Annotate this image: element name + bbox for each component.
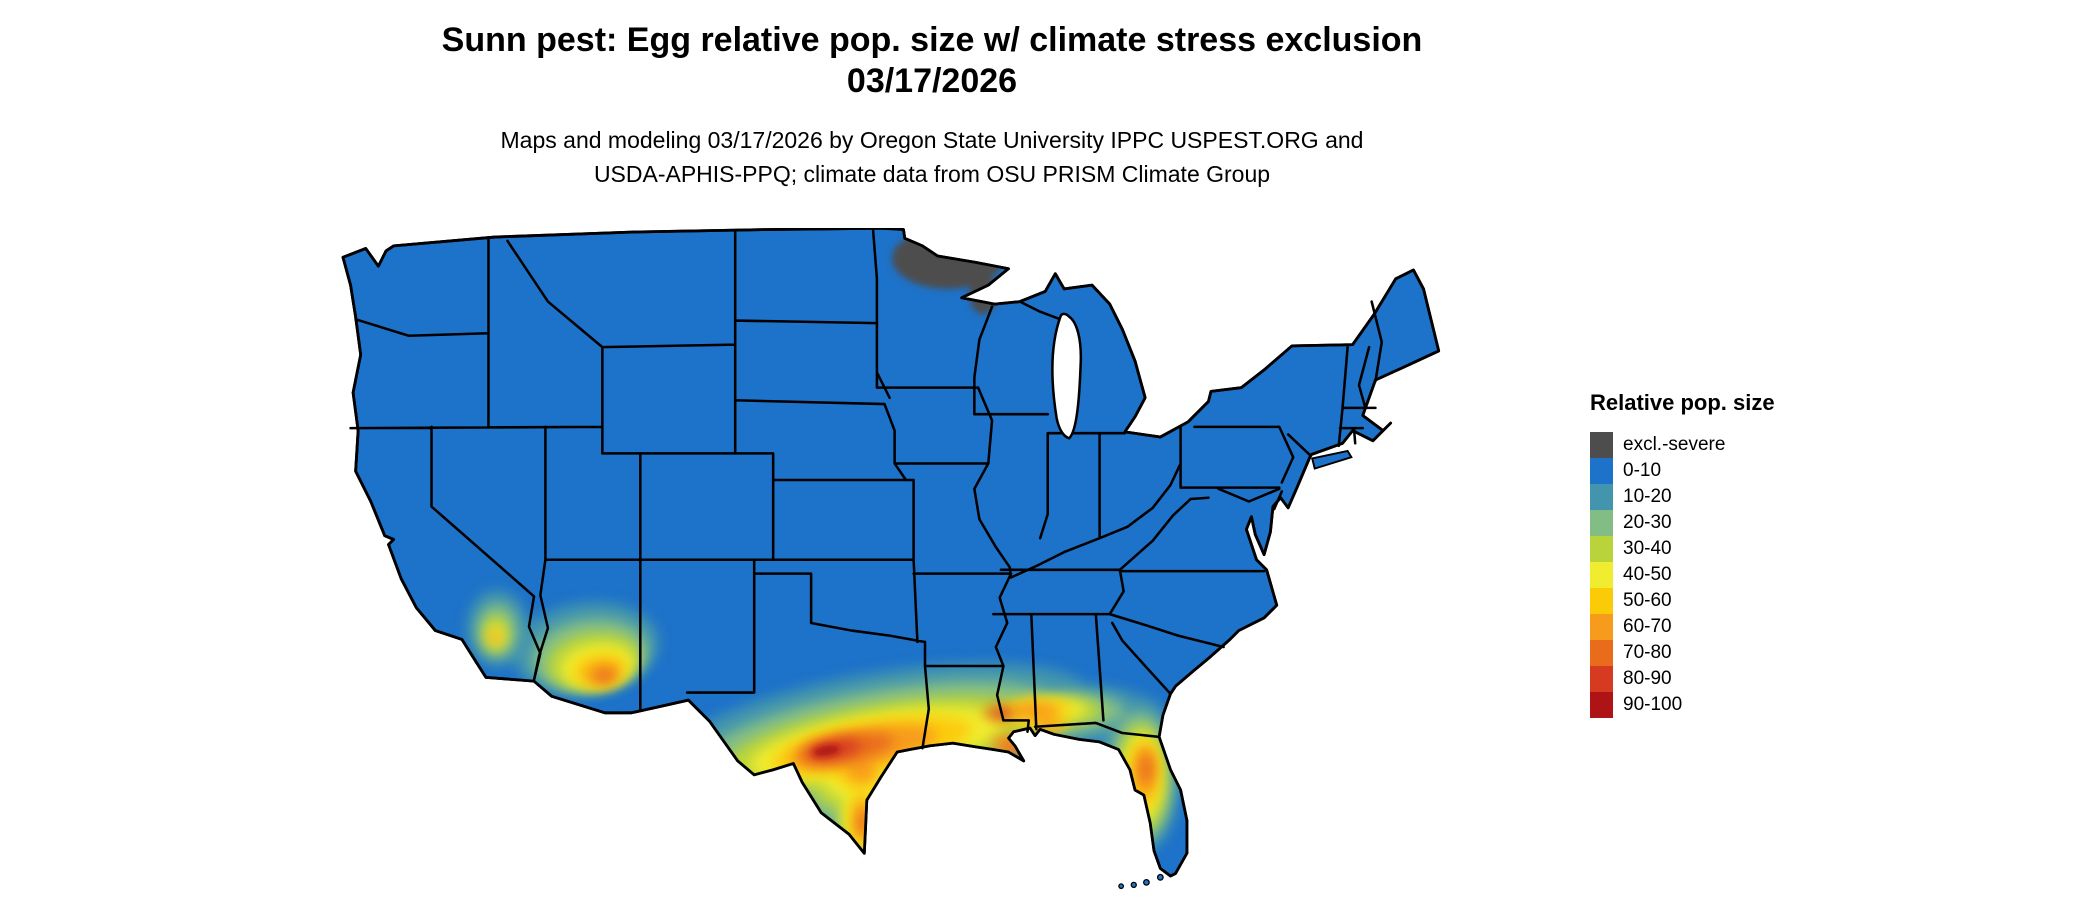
legend-label: 0-10 <box>1623 460 1662 481</box>
legend-swatch <box>1590 510 1613 536</box>
legend-item: excl.-severe <box>1590 432 1890 458</box>
legend-label: 90-100 <box>1623 694 1683 715</box>
map-subtitle: Maps and modeling 03/17/2026 by Oregon S… <box>0 123 1864 192</box>
long-island <box>1311 449 1353 470</box>
legend-label: 60-70 <box>1623 616 1672 637</box>
legend-item: 60-70 <box>1590 614 1890 640</box>
legend-item: 30-40 <box>1590 536 1890 562</box>
legend-label: 10-20 <box>1623 486 1672 507</box>
legend-label: excl.-severe <box>1623 434 1726 455</box>
legend-item: 10-20 <box>1590 484 1890 510</box>
legend-swatch <box>1590 458 1613 484</box>
legend-swatch <box>1590 536 1613 562</box>
legend-item: 90-100 <box>1590 692 1890 718</box>
heat-layer-90-100 <box>812 745 841 757</box>
legend-swatch <box>1590 484 1613 510</box>
legend-label: 50-60 <box>1623 590 1672 611</box>
legend-swatch <box>1590 640 1613 666</box>
header: Sunn pest: Egg relative pop. size w/ cli… <box>0 20 1864 192</box>
legend-swatch <box>1590 588 1613 614</box>
subtitle-line1: Maps and modeling 03/17/2026 by Oregon S… <box>500 126 1364 153</box>
legend-item: 40-50 <box>1590 562 1890 588</box>
state-borders <box>349 229 1384 750</box>
florida-keys <box>1118 873 1164 890</box>
legend-label: 70-80 <box>1623 642 1672 663</box>
legend-items: excl.-severe 0-10 10-20 20-30 30-40 40-50 50-6… <box>1590 432 1890 718</box>
legend-label: 80-90 <box>1623 668 1672 689</box>
legend-item: 70-80 <box>1590 640 1890 666</box>
map-title-line1: Sunn pest: Egg relative pop. size w/ cli… <box>441 21 1423 59</box>
legend-label: 20-30 <box>1623 512 1672 533</box>
legend-item: 80-90 <box>1590 666 1890 692</box>
us-map <box>341 226 1441 890</box>
us-landmass <box>341 226 1441 878</box>
legend-item: 50-60 <box>1590 588 1890 614</box>
legend-item: 20-30 <box>1590 510 1890 536</box>
legend-item: 0-10 <box>1590 458 1890 484</box>
legend-swatch <box>1590 614 1613 640</box>
lake-michigan <box>1051 312 1083 440</box>
legend-swatch <box>1590 562 1613 588</box>
legend-label: 30-40 <box>1623 538 1672 559</box>
legend: Relative pop. size excl.-severe 0-10 10-20… <box>1590 390 1890 718</box>
subtitle-line2: USDA-APHIS-PPQ; climate data from OSU PR… <box>593 161 1271 188</box>
legend-title: Relative pop. size <box>1590 390 1775 415</box>
legend-swatch <box>1590 692 1613 718</box>
map-container <box>305 226 1545 899</box>
legend-label: 40-50 <box>1623 564 1672 585</box>
map-title-line2: 03/17/2026 <box>846 62 1018 101</box>
legend-swatch <box>1590 666 1613 692</box>
legend-swatch <box>1590 432 1613 458</box>
